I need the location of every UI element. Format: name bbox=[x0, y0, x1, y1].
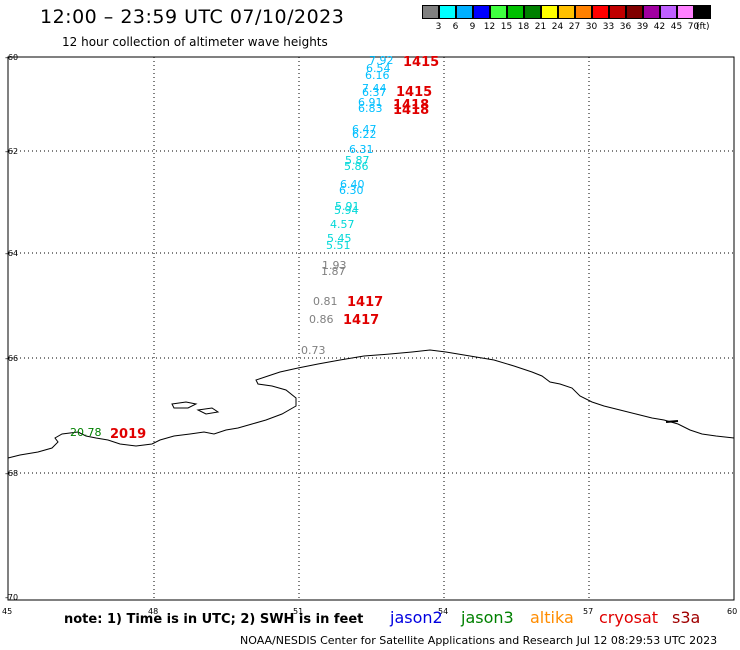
legend-tick-label: 15 bbox=[500, 22, 513, 32]
legend-swatch bbox=[575, 5, 592, 19]
legend-tick-label: 39 bbox=[636, 22, 649, 32]
observation-label: 6.83 bbox=[358, 102, 383, 115]
legend-tick-label: 21 bbox=[534, 22, 547, 32]
x-axis-labels: 45 48 51 54 57 60 bbox=[2, 607, 737, 616]
observation-label: 0.73 bbox=[301, 344, 326, 357]
legend-swatch bbox=[490, 5, 507, 19]
observation-label: 5.94 bbox=[334, 204, 359, 217]
legend-tick-label: 30 bbox=[585, 22, 598, 32]
observation-label: 0.81 bbox=[313, 295, 338, 308]
observation-label: 5.45 bbox=[327, 232, 352, 245]
observation-label: 1.93 bbox=[322, 259, 347, 272]
observation-label: 5.86 bbox=[344, 160, 369, 173]
legend-swatch bbox=[660, 5, 677, 19]
legend-tick-label: 9 bbox=[469, 22, 476, 32]
legend-swatch bbox=[592, 5, 609, 19]
observation-label: 6.31 bbox=[349, 143, 374, 156]
y-tick-label: -60 bbox=[5, 53, 18, 62]
legend-tick-label: 70 bbox=[687, 22, 700, 32]
observation-labels: 7.926.546.167.446.376.916.83 6.476.22 6.31… bbox=[70, 54, 394, 439]
legend-tick-label: 33 bbox=[602, 22, 615, 32]
legend-swatch bbox=[524, 5, 541, 19]
observation-label: 5.87 bbox=[345, 154, 370, 167]
observation-label: 6.37 bbox=[362, 86, 387, 99]
satellite-jason2: jason2 bbox=[390, 608, 443, 627]
legend-swatch bbox=[694, 5, 711, 19]
pass-time-label: 1417 bbox=[343, 313, 379, 328]
coastline bbox=[7, 349, 735, 459]
legend-swatch bbox=[626, 5, 643, 19]
legend-tick-label: 45 bbox=[670, 22, 683, 32]
observation-label: 1.87 bbox=[321, 265, 346, 278]
legend-tick-label: 24 bbox=[551, 22, 564, 32]
pass-time-label: 1417 bbox=[347, 295, 383, 310]
observation-label: 6.47 bbox=[352, 123, 377, 136]
observation-label: 6.30 bbox=[339, 184, 364, 197]
legend-swatch bbox=[507, 5, 524, 19]
observation-label: 5.51 bbox=[326, 239, 351, 252]
legend-unit: (ft) bbox=[696, 22, 710, 32]
coastline-island bbox=[196, 407, 220, 415]
legend-swatch bbox=[456, 5, 473, 19]
legend-tick-label: 18 bbox=[517, 22, 530, 32]
legend-swatch bbox=[439, 5, 456, 19]
x-tick-label: 45 bbox=[2, 607, 12, 616]
footnote: note: 1) Time is in UTC; 2) SWH is in fe… bbox=[64, 612, 364, 627]
observation-label: 4.57 bbox=[330, 218, 355, 231]
pass-time-label: 1418 bbox=[393, 98, 429, 113]
observation-label: 6.54 bbox=[366, 62, 391, 75]
y-tick-label: -70 bbox=[5, 593, 18, 602]
coastline-main bbox=[7, 349, 735, 459]
y-tick-label: -64 bbox=[5, 249, 18, 258]
legend-swatch bbox=[677, 5, 694, 19]
footer-credit: NOAA/NESDIS Center for Satellite Applica… bbox=[240, 634, 718, 647]
pass-time-label: 1415 bbox=[403, 55, 439, 70]
y-tick-label: -68 bbox=[5, 469, 18, 478]
grid-lines bbox=[8, 57, 734, 600]
plot-frame bbox=[7, 56, 735, 601]
y-tick-label: -66 bbox=[5, 354, 18, 363]
legend-tick-label: 42 bbox=[653, 22, 666, 32]
legend-swatch bbox=[473, 5, 490, 19]
x-tick-label: 51 bbox=[293, 607, 303, 616]
legend-swatch bbox=[558, 5, 575, 19]
observation-label: 5.91 bbox=[335, 200, 360, 213]
legend-tick-label: 36 bbox=[619, 22, 632, 32]
pass-time-label: 2019 bbox=[110, 427, 146, 442]
x-tick-label: 54 bbox=[438, 607, 448, 616]
satellite-altika: altika bbox=[530, 608, 574, 627]
observation-label: 7.44 bbox=[362, 82, 387, 95]
legend-swatch bbox=[422, 5, 439, 19]
legend-tick-label: 27 bbox=[568, 22, 581, 32]
observation-label: 20.78 bbox=[70, 426, 102, 439]
legend-tick-label: 12 bbox=[483, 22, 496, 32]
legend-tick-label: 6 bbox=[452, 22, 459, 32]
page-title: 12:00 – 23:59 UTC 07/10/2023 bbox=[40, 6, 345, 28]
legend-swatch bbox=[643, 5, 660, 19]
coastline-island bbox=[665, 420, 679, 423]
satellite-jason3: jason3 bbox=[461, 608, 514, 627]
pass-time-label: 1418 bbox=[393, 103, 429, 118]
page-subtitle: 12 hour collection of altimeter wave hei… bbox=[62, 35, 328, 49]
observation-label: 6.16 bbox=[365, 69, 390, 82]
legend-swatch bbox=[609, 5, 626, 19]
y-tick-label: -62 bbox=[5, 147, 18, 156]
y-axis-labels: -60 -62 -64 -66 -68 -70 bbox=[5, 53, 18, 602]
observation-label: 6.91 bbox=[358, 96, 383, 109]
observation-label: 7.92 bbox=[369, 54, 394, 67]
legend-swatch bbox=[541, 5, 558, 19]
x-tick-label: 57 bbox=[583, 607, 593, 616]
x-tick-label: 48 bbox=[148, 607, 158, 616]
satellite-cryosat: cryosat bbox=[599, 608, 659, 627]
observation-label: 0.86 bbox=[309, 313, 334, 326]
legend-tick-label: 3 bbox=[435, 22, 442, 32]
observation-label: 6.22 bbox=[352, 128, 377, 141]
pass-time-label: 1415 bbox=[396, 85, 432, 100]
satellite-s3a: s3a bbox=[672, 608, 701, 627]
x-tick-label: 60 bbox=[727, 607, 737, 616]
observation-label: 6.40 bbox=[340, 178, 365, 191]
coastline-island bbox=[171, 401, 198, 409]
